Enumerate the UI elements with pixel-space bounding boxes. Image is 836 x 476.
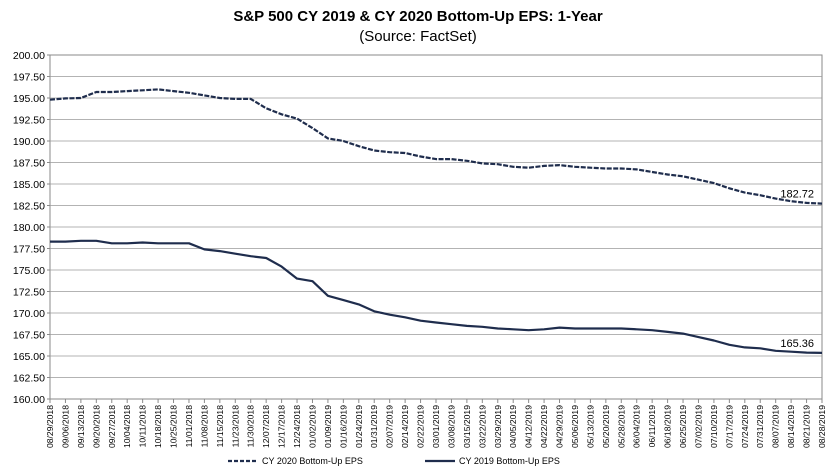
- x-tick-label: 10/04/2018: [122, 405, 132, 448]
- x-tick-label: 05/28/2019: [616, 405, 626, 448]
- y-tick-label: 165.00: [13, 351, 45, 363]
- x-tick-label: 08/07/2019: [771, 405, 781, 448]
- x-tick-label: 06/11/2019: [647, 405, 657, 448]
- y-tick-label: 200.00: [13, 50, 45, 62]
- x-tick-label: 01/31/2019: [369, 405, 379, 448]
- x-tick-label: 09/20/2018: [91, 405, 101, 448]
- x-tick-label: 09/13/2018: [76, 405, 86, 448]
- y-tick-label: 167.50: [13, 330, 45, 342]
- y-tick-label: 175.00: [13, 265, 45, 277]
- x-tick-label: 06/25/2019: [678, 405, 688, 448]
- series-end-label: 165.36: [780, 338, 814, 350]
- x-tick-label: 01/16/2019: [338, 405, 348, 448]
- x-tick-label: 05/06/2019: [570, 405, 580, 448]
- x-tick-label: 11/15/2018: [215, 405, 225, 448]
- legend-label: CY 2019 Bottom-Up EPS: [459, 456, 560, 466]
- x-tick-label: 06/04/2019: [632, 405, 642, 448]
- cy2019-eps-line: [50, 239, 823, 354]
- y-tick-label: 195.00: [13, 93, 45, 105]
- x-tick-label: 01/09/2019: [323, 405, 333, 448]
- y-tick-label: 182.50: [13, 201, 45, 213]
- y-tick-label: 160.00: [13, 394, 45, 406]
- x-tick-label: 01/24/2019: [354, 405, 364, 448]
- y-tick-label: 162.50: [13, 373, 45, 385]
- x-tick-label: 11/23/2018: [230, 405, 240, 448]
- x-tick-label: 05/20/2019: [601, 405, 611, 448]
- y-tick-label: 185.00: [13, 179, 45, 191]
- x-tick-label: 12/07/2018: [261, 405, 271, 448]
- x-tick-label: 02/14/2019: [400, 405, 410, 448]
- series-end-label: 182.72: [780, 189, 814, 201]
- x-tick-label: 04/12/2019: [524, 405, 534, 448]
- x-tick-label: 12/24/2018: [292, 405, 302, 448]
- y-axis-ticks: 160.00 162.50 165.00 167.50 170.00 172.50 175.…: [13, 50, 50, 406]
- legend-label: CY 2020 Bottom-Up EPS: [262, 456, 363, 466]
- x-tick-label: 02/22/2019: [416, 405, 426, 448]
- x-tick-label: 07/24/2019: [740, 405, 750, 448]
- x-tick-label: 10/11/2018: [138, 405, 148, 448]
- x-tick-label: 03/08/2019: [446, 405, 456, 448]
- y-tick-label: 170.00: [13, 308, 45, 320]
- x-axis-ticks: 08/29/2018 09/06/2018 09/13/2018 09/20/2018…: [45, 399, 827, 448]
- series-lines: [49, 88, 823, 354]
- legend: CY 2020 Bottom-Up EPS CY 2019 Bottom-Up E…: [228, 456, 560, 466]
- x-tick-label: 06/18/2019: [663, 405, 673, 448]
- x-tick-label: 01/02/2019: [307, 405, 317, 448]
- x-tick-label: 07/31/2019: [755, 405, 765, 448]
- x-tick-label: 11/01/2018: [184, 405, 194, 448]
- x-tick-label: 04/05/2019: [508, 405, 518, 448]
- x-tick-label: 12/17/2018: [277, 405, 287, 448]
- x-tick-label: 10/25/2018: [169, 405, 179, 448]
- x-tick-label: 04/29/2019: [555, 405, 565, 448]
- x-tick-label: 04/22/2019: [539, 405, 549, 448]
- x-tick-label: 08/28/2019: [817, 405, 827, 448]
- x-tick-label: 03/15/2019: [462, 405, 472, 448]
- cy2020-eps-line: [49, 88, 823, 205]
- x-tick-label: 07/02/2019: [693, 405, 703, 448]
- x-tick-label: 03/29/2019: [493, 405, 503, 448]
- x-tick-label: 09/06/2018: [60, 405, 70, 448]
- y-tick-label: 192.50: [13, 115, 45, 127]
- y-tick-label: 172.50: [13, 287, 45, 299]
- y-tick-label: 197.50: [13, 72, 45, 84]
- y-tick-label: 190.00: [13, 136, 45, 148]
- y-tick-label: 177.50: [13, 244, 45, 256]
- x-tick-label: 09/27/2018: [107, 405, 117, 448]
- x-tick-label: 11/08/2018: [199, 405, 209, 448]
- chart-title: S&P 500 CY 2019 & CY 2020 Bottom-Up EPS:…: [233, 8, 602, 25]
- x-tick-label: 10/18/2018: [153, 405, 163, 448]
- x-tick-label: 11/30/2018: [246, 405, 256, 448]
- x-tick-label: 08/21/2019: [802, 405, 812, 448]
- y-tick-label: 180.00: [13, 222, 45, 234]
- end-labels: 182.72 165.36: [780, 189, 814, 350]
- x-tick-label: 07/10/2019: [709, 405, 719, 448]
- x-tick-label: 08/14/2019: [786, 405, 796, 448]
- x-tick-label: 03/22/2019: [477, 405, 487, 448]
- x-tick-label: 08/29/2018: [45, 405, 55, 448]
- x-tick-label: 03/01/2019: [431, 405, 441, 448]
- chart-subtitle: (Source: FactSet): [359, 28, 477, 45]
- x-tick-label: 07/17/2019: [724, 405, 734, 448]
- x-tick-label: 05/13/2019: [585, 405, 595, 448]
- y-tick-label: 187.50: [13, 158, 45, 170]
- x-tick-label: 02/07/2019: [385, 405, 395, 448]
- grid-lines: [50, 76, 822, 378]
